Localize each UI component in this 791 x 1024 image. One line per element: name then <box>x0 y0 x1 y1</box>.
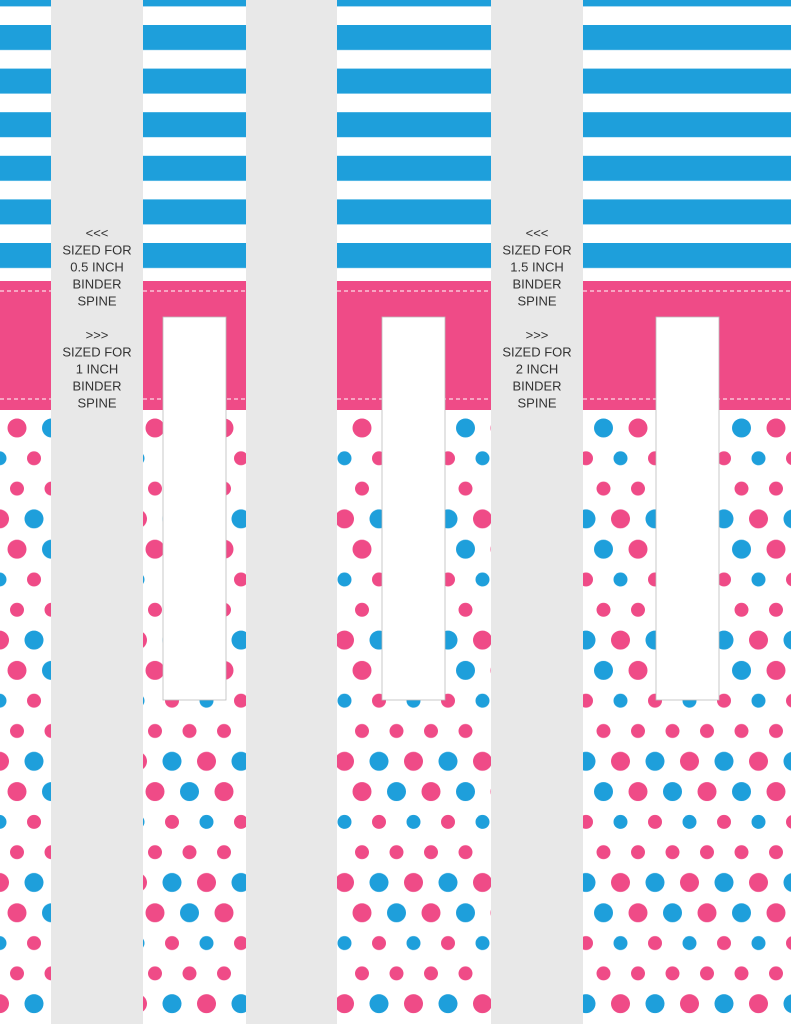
gutter <box>491 0 583 1024</box>
left-text: BINDER <box>512 276 561 291</box>
left-text: 0.5 INCH <box>70 259 123 274</box>
spine <box>143 0 246 1024</box>
right-text: SPINE <box>517 395 556 410</box>
right-text: SPINE <box>77 395 116 410</box>
label-box <box>162 316 227 701</box>
right-text: 2 INCH <box>516 361 559 376</box>
spine <box>337 0 491 1024</box>
right-arrow: >>> <box>526 327 549 342</box>
stripes <box>583 0 791 270</box>
left-text: BINDER <box>72 276 121 291</box>
right-text: 1 INCH <box>76 361 119 376</box>
spine <box>0 0 51 1024</box>
size-labels: <<< SIZED FOR 0.5 INCH BINDER SPINE >>> SIZED … <box>62 225 571 410</box>
right-text: SIZED FOR <box>62 344 131 359</box>
label-box <box>655 316 720 701</box>
left-text: SIZED FOR <box>62 242 131 257</box>
gutter <box>246 0 337 1024</box>
right-text: BINDER <box>72 378 121 393</box>
label-box <box>381 316 446 701</box>
left-arrow: <<< <box>526 225 549 240</box>
polka-dots <box>0 410 51 1024</box>
left-text: SPINE <box>77 293 116 308</box>
pink-band <box>0 281 51 410</box>
gutter <box>51 0 143 1024</box>
right-text: BINDER <box>512 378 561 393</box>
left-arrow: <<< <box>86 225 109 240</box>
right-arrow: >>> <box>86 327 109 342</box>
stripes <box>143 0 246 270</box>
right-text: SIZED FOR <box>502 344 571 359</box>
left-text: SIZED FOR <box>502 242 571 257</box>
left-text: SPINE <box>517 293 556 308</box>
stripes <box>337 0 491 270</box>
spine <box>583 0 791 1024</box>
stripes <box>0 0 51 270</box>
left-text: 1.5 INCH <box>510 259 563 274</box>
